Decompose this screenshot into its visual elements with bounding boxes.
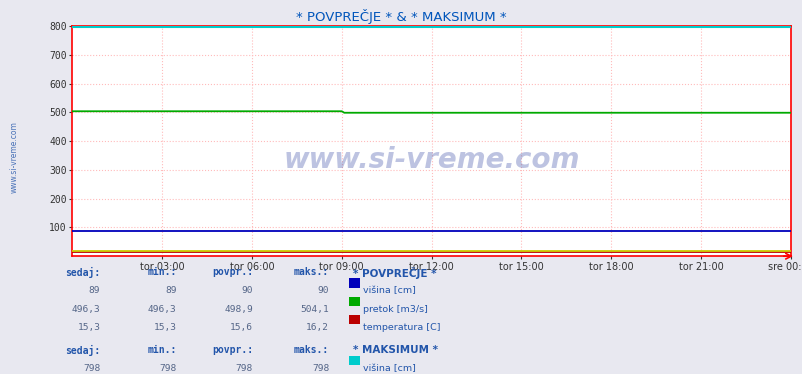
Text: maks.:: maks.: bbox=[294, 345, 329, 355]
Text: www.si-vreme.com: www.si-vreme.com bbox=[10, 121, 18, 193]
Text: * MAKSIMUM *: * MAKSIMUM * bbox=[353, 345, 438, 355]
Text: min.:: min.: bbox=[147, 345, 176, 355]
Text: 798: 798 bbox=[160, 364, 176, 373]
Text: 496,3: 496,3 bbox=[71, 305, 100, 314]
Text: 90: 90 bbox=[318, 286, 329, 295]
Text: * POVPREČJE *: * POVPREČJE * bbox=[353, 267, 436, 279]
Text: povpr.:: povpr.: bbox=[212, 267, 253, 278]
Text: sedaj:: sedaj: bbox=[65, 345, 100, 356]
Text: 89: 89 bbox=[165, 286, 176, 295]
Text: povpr.:: povpr.: bbox=[212, 345, 253, 355]
Text: 798: 798 bbox=[236, 364, 253, 373]
Text: pretok [m3/s]: pretok [m3/s] bbox=[363, 305, 427, 314]
Text: * POVPREČJE * & * MAKSIMUM *: * POVPREČJE * & * MAKSIMUM * bbox=[296, 9, 506, 24]
Text: maks.:: maks.: bbox=[294, 267, 329, 278]
Text: 15,6: 15,6 bbox=[229, 323, 253, 332]
Text: 504,1: 504,1 bbox=[300, 305, 329, 314]
Text: 15,3: 15,3 bbox=[153, 323, 176, 332]
Text: 496,3: 496,3 bbox=[148, 305, 176, 314]
Text: 15,3: 15,3 bbox=[77, 323, 100, 332]
Text: 798: 798 bbox=[312, 364, 329, 373]
Text: višina [cm]: višina [cm] bbox=[363, 364, 415, 373]
Text: temperatura [C]: temperatura [C] bbox=[363, 323, 440, 332]
Text: 89: 89 bbox=[89, 286, 100, 295]
Text: 90: 90 bbox=[241, 286, 253, 295]
Text: 798: 798 bbox=[83, 364, 100, 373]
Text: 498,9: 498,9 bbox=[224, 305, 253, 314]
Text: www.si-vreme.com: www.si-vreme.com bbox=[283, 145, 579, 174]
Text: 16,2: 16,2 bbox=[306, 323, 329, 332]
Text: min.:: min.: bbox=[147, 267, 176, 278]
Text: višina [cm]: višina [cm] bbox=[363, 286, 415, 295]
Text: sedaj:: sedaj: bbox=[65, 267, 100, 278]
